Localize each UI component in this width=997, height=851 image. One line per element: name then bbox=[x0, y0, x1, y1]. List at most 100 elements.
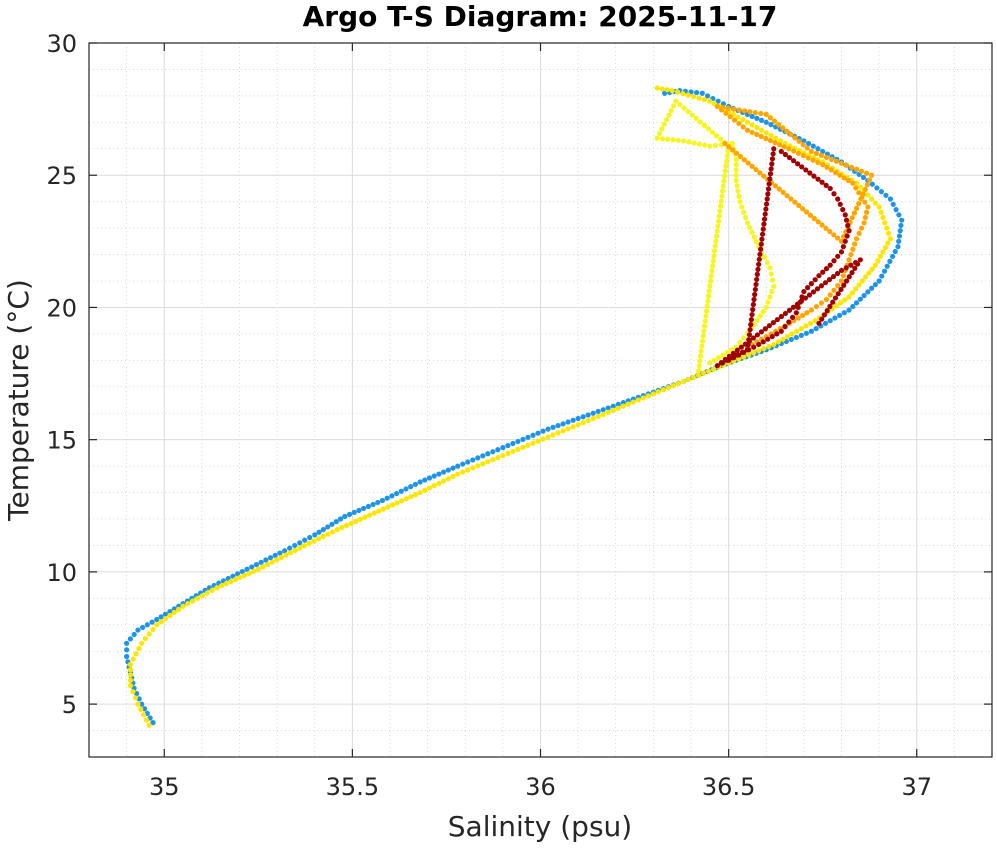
data-point bbox=[833, 303, 839, 309]
data-point bbox=[724, 153, 730, 159]
data-point bbox=[691, 94, 697, 100]
data-point bbox=[784, 128, 790, 134]
data-point bbox=[555, 422, 561, 429]
data-point bbox=[685, 92, 691, 98]
data-point bbox=[689, 112, 695, 118]
data-point bbox=[710, 258, 716, 264]
data-point bbox=[869, 172, 875, 178]
data-point bbox=[701, 328, 707, 334]
data-point bbox=[162, 611, 169, 617]
data-point bbox=[769, 288, 775, 295]
data-point bbox=[707, 283, 713, 289]
y-tick-label: 25 bbox=[46, 162, 77, 190]
data-point bbox=[754, 115, 760, 121]
data-point bbox=[460, 469, 466, 475]
data-point bbox=[895, 244, 901, 250]
data-point bbox=[255, 566, 261, 572]
data-point bbox=[822, 280, 829, 286]
data-point bbox=[774, 316, 781, 323]
data-point bbox=[748, 322, 754, 328]
data-point bbox=[670, 103, 677, 109]
data-point bbox=[896, 238, 902, 244]
data-point bbox=[353, 518, 359, 524]
data-point bbox=[841, 282, 847, 288]
data-point bbox=[495, 447, 501, 453]
data-point bbox=[705, 126, 711, 132]
data-point bbox=[520, 444, 526, 450]
data-point bbox=[722, 173, 728, 179]
data-point bbox=[333, 519, 339, 525]
data-point bbox=[758, 110, 764, 117]
data-point bbox=[763, 206, 769, 212]
data-point bbox=[793, 334, 799, 341]
data-point bbox=[716, 213, 722, 219]
data-point bbox=[821, 312, 828, 318]
data-point bbox=[725, 105, 731, 111]
data-point bbox=[730, 350, 736, 356]
data-point bbox=[866, 177, 873, 183]
data-point bbox=[856, 282, 862, 288]
data-point bbox=[500, 452, 506, 459]
data-point bbox=[154, 616, 160, 623]
data-point bbox=[862, 274, 869, 280]
data-point bbox=[769, 156, 776, 162]
data-point bbox=[769, 161, 775, 167]
data-point bbox=[699, 90, 705, 96]
data-point bbox=[246, 570, 252, 576]
data-point bbox=[306, 540, 312, 547]
data-point bbox=[131, 631, 137, 638]
data-point bbox=[813, 150, 820, 157]
x-tick-label: 36.5 bbox=[702, 773, 755, 801]
data-point bbox=[770, 320, 777, 326]
data-point bbox=[862, 199, 868, 205]
data-point bbox=[749, 163, 755, 169]
data-point bbox=[745, 160, 751, 166]
data-point bbox=[782, 151, 788, 158]
data-point bbox=[827, 228, 833, 235]
data-point bbox=[800, 142, 806, 148]
data-point bbox=[307, 534, 313, 541]
data-point bbox=[736, 120, 742, 127]
data-point bbox=[744, 127, 751, 133]
data-point bbox=[720, 183, 726, 189]
data-point bbox=[703, 308, 710, 314]
data-point bbox=[140, 712, 147, 718]
data-point bbox=[832, 295, 839, 301]
data-point bbox=[408, 494, 414, 500]
x-axis-label: Salinity (psu) bbox=[448, 810, 632, 843]
data-point bbox=[278, 554, 284, 561]
data-point bbox=[760, 309, 766, 315]
data-point bbox=[879, 273, 885, 279]
data-point bbox=[842, 212, 848, 218]
data-point bbox=[403, 486, 409, 492]
data-point bbox=[485, 451, 491, 457]
data-point bbox=[820, 148, 826, 155]
data-point bbox=[696, 363, 702, 369]
data-point bbox=[747, 109, 753, 115]
data-point bbox=[815, 146, 821, 152]
data-point bbox=[846, 228, 852, 234]
data-point bbox=[778, 148, 784, 155]
data-point bbox=[713, 233, 720, 239]
data-point bbox=[585, 412, 591, 418]
data-point bbox=[670, 383, 677, 389]
data-point bbox=[858, 225, 865, 231]
data-point bbox=[209, 587, 215, 594]
data-point bbox=[426, 475, 433, 481]
data-point bbox=[713, 133, 720, 139]
data-point bbox=[750, 335, 756, 341]
data-point bbox=[751, 350, 757, 356]
data-point bbox=[869, 181, 875, 187]
data-point bbox=[343, 522, 350, 529]
data-point bbox=[741, 335, 747, 341]
data-point bbox=[840, 207, 846, 213]
y-tick-label: 20 bbox=[46, 294, 77, 322]
data-point bbox=[754, 276, 760, 283]
data-point bbox=[590, 415, 596, 422]
data-point bbox=[772, 183, 779, 189]
data-point bbox=[833, 158, 840, 164]
data-point bbox=[896, 212, 902, 218]
data-point bbox=[771, 146, 777, 152]
data-point bbox=[301, 543, 308, 549]
data-point bbox=[680, 91, 686, 97]
